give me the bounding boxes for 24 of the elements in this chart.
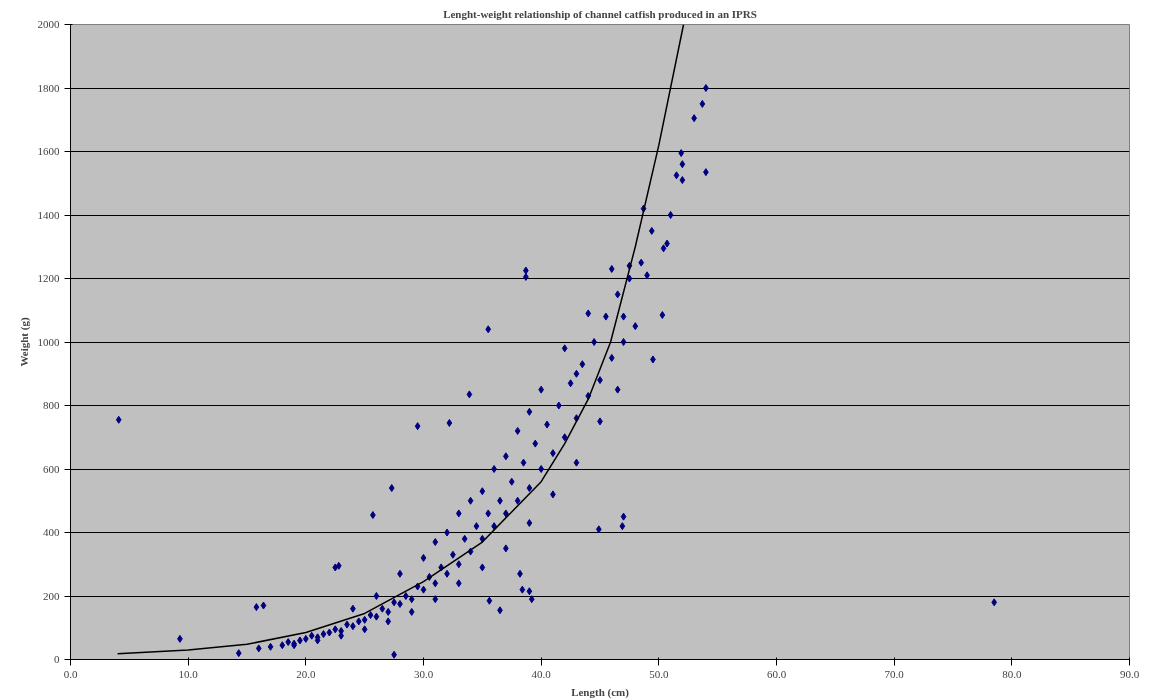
x-tick-label: 10.0 [178, 667, 199, 680]
y-tick-label: 1000 [37, 335, 60, 348]
y-tick-label: 1800 [37, 81, 60, 94]
x-tick-label: 80.0 [1002, 667, 1022, 680]
y-tick-label: 1600 [37, 145, 60, 157]
x-tick-label: 0.0 [63, 667, 78, 680]
y-tick-label: 1400 [37, 208, 60, 221]
y-tick-label: 0 [54, 653, 60, 665]
x-tick-label: 60.0 [766, 667, 787, 680]
y-tick-label: 2000 [37, 18, 60, 30]
y-tick-label: 1200 [37, 272, 60, 284]
x-tick-label: 30.0 [413, 667, 434, 680]
y-axis-title: Weight (g) [17, 317, 31, 367]
chart-title: Lenght-weight relationship of channel catfish produced in an IPRS [443, 7, 757, 20]
y-tick-label: 800 [43, 399, 60, 411]
y-tick-label: 400 [43, 526, 60, 538]
x-axis-title: Length (cm) [571, 685, 630, 699]
y-tick-label: 600 [43, 462, 60, 475]
x-tick-label: 40.0 [531, 667, 552, 680]
x-tick-label: 90.0 [1119, 667, 1140, 680]
x-tick-label: 50.0 [649, 667, 669, 680]
x-tick-label: 20.0 [296, 667, 316, 680]
x-tick-label: 70.0 [884, 667, 905, 680]
y-tick-label: 200 [43, 589, 60, 602]
